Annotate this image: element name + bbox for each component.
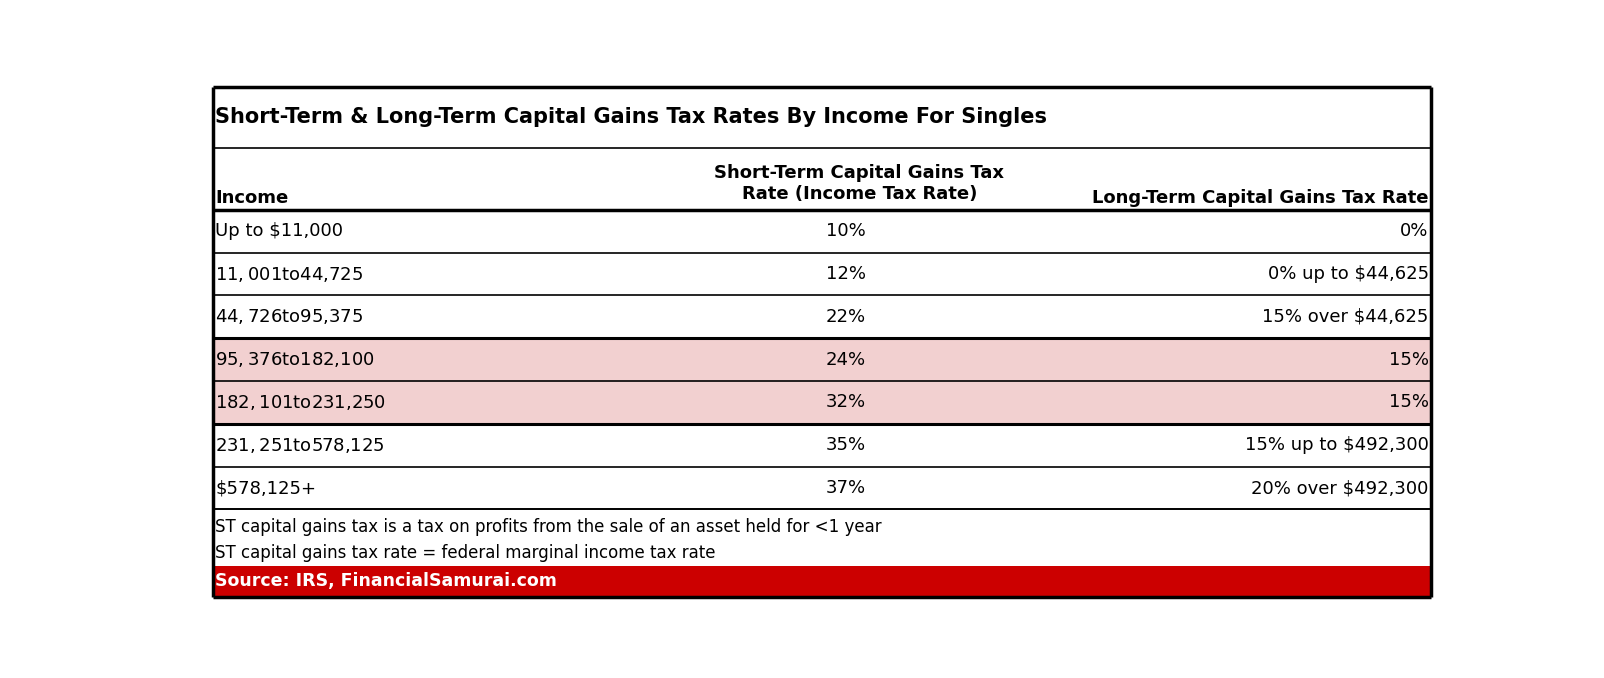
Bar: [213, 87, 1431, 148]
Text: $44,726 to $95,375: $44,726 to $95,375: [215, 307, 364, 326]
Text: 15% over $44,625: 15% over $44,625: [1262, 308, 1429, 326]
Text: $231,251 to $578,125: $231,251 to $578,125: [215, 436, 385, 455]
Text: Up to $11,000: Up to $11,000: [215, 222, 343, 240]
Text: Short-Term & Long-Term Capital Gains Tax Rates By Income For Singles: Short-Term & Long-Term Capital Gains Tax…: [215, 107, 1047, 127]
Text: $11,001 to $44,725: $11,001 to $44,725: [215, 264, 364, 283]
Bar: [213, 338, 1431, 381]
Bar: [213, 148, 1431, 210]
Text: ST capital gains tax rate = federal marginal income tax rate: ST capital gains tax rate = federal marg…: [215, 544, 715, 562]
Bar: [213, 566, 1431, 597]
Bar: [213, 424, 1431, 466]
Text: Source: IRS, FinancialSamurai.com: Source: IRS, FinancialSamurai.com: [215, 572, 557, 591]
Text: 12%: 12%: [826, 265, 866, 283]
Text: 37%: 37%: [826, 479, 866, 497]
Text: $95,376 to $182,100: $95,376 to $182,100: [215, 350, 375, 369]
Text: 0%: 0%: [1400, 222, 1429, 240]
Text: 15%: 15%: [1389, 351, 1429, 369]
Text: 15% up to $492,300: 15% up to $492,300: [1245, 436, 1429, 454]
Bar: [213, 210, 1431, 253]
Text: Long-Term Capital Gains Tax Rate: Long-Term Capital Gains Tax Rate: [1092, 189, 1429, 207]
Text: 35%: 35%: [826, 436, 866, 454]
Text: 15%: 15%: [1389, 393, 1429, 412]
Text: 20% over $492,300: 20% over $492,300: [1251, 479, 1429, 497]
Bar: [213, 296, 1431, 338]
Text: 0% up to $44,625: 0% up to $44,625: [1267, 265, 1429, 283]
Text: 32%: 32%: [826, 393, 866, 412]
Bar: [213, 381, 1431, 424]
Text: $182,101 to $231,250: $182,101 to $231,250: [215, 393, 387, 412]
Bar: [213, 253, 1431, 296]
Text: $578,125+: $578,125+: [215, 479, 316, 497]
Bar: [213, 509, 1431, 566]
Text: Short-Term Capital Gains Tax
Rate (Income Tax Rate): Short-Term Capital Gains Tax Rate (Incom…: [714, 164, 1004, 203]
Text: ST capital gains tax is a tax on profits from the sale of an asset held for <1 y: ST capital gains tax is a tax on profits…: [215, 518, 882, 536]
Text: 24%: 24%: [826, 351, 866, 369]
Bar: [213, 466, 1431, 509]
Text: 10%: 10%: [826, 222, 866, 240]
Text: Income: Income: [215, 189, 289, 207]
Text: 22%: 22%: [826, 308, 866, 326]
